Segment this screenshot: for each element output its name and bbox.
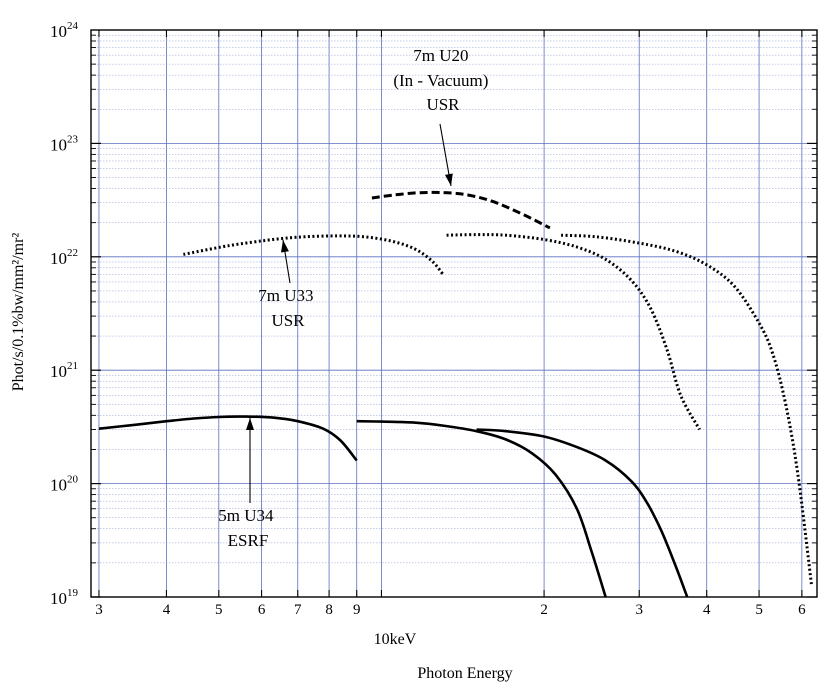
plot-frame [90,29,818,598]
y-tick-label: 1019 [50,587,79,608]
y-tick-label-base: 10 [50,362,67,381]
series-curve-solid-4 [98,415,358,462]
arrow-u33-head [281,240,289,253]
y-tick-label-exponent: 19 [67,587,79,599]
y-tick-label: 1023 [50,133,79,154]
x-tick-label: 2 [540,602,548,618]
annotation-u34-line2: ESRF [228,531,269,550]
x-tick-label: 3 [95,602,103,618]
annotation-arrows [246,123,453,503]
y-tick-label-base: 10 [50,22,67,41]
y-tick-label-exponent: 21 [67,360,78,372]
x-tick-label: 4 [703,602,711,618]
series-curve-dotted-1 [183,234,445,276]
x-tick-label: 7 [294,602,302,618]
y-tick-label-base: 10 [50,476,67,495]
x-tick-label: 8 [325,602,333,618]
annotation-u33-line2: USR [271,311,305,330]
series-curve-dotted-2 [446,233,701,431]
series-curve-solid-5 [356,419,607,598]
y-tick-label-exponent: 24 [67,20,79,32]
annotation-u34: 5m U34 ESRF [218,506,278,550]
x-tick-label: 4 [163,602,171,618]
x-axis-title: Photon Energy [417,665,512,682]
annotation-u20-line1: 7m U20 [413,46,468,65]
y-tick-label: 1024 [50,20,79,41]
series-curve-solid-6 [476,428,689,598]
y-tick-label-exponent: 20 [67,474,79,486]
y-tick-label-base: 10 [50,249,67,268]
arrow-u20-head [445,173,453,186]
y-tick-label-base: 10 [50,135,67,154]
series-curve-dashed-0 [371,190,551,230]
y-tick-label: 1022 [50,247,78,268]
x-tick-label: 6 [258,602,266,618]
y-tick-label-exponent: 22 [67,247,78,259]
annotation-u33-line1: 7m U33 [258,286,313,305]
x-tick-label: 5 [755,602,763,618]
annotation-u20: 7m U20 (In - Vacuum) USR [393,46,492,114]
x-tick-label: 6 [798,602,806,618]
x-tick-label: 3 [635,602,643,618]
series-curve-dotted-3 [561,233,813,585]
y-tick-label-exponent: 23 [67,133,79,145]
x-tick-label: 9 [353,602,361,618]
annotation-u20-line2: (In - Vacuum) [393,71,488,90]
annotation-u20-line3: USR [426,95,460,114]
annotation-u33: 7m U33 USR [258,286,318,330]
x-tick-label: 5 [215,602,223,618]
y-tick-label-base: 10 [50,589,67,608]
x-unit-label: 10keV [374,631,417,648]
annotation-u34-line1: 5m U34 [218,506,274,525]
y-tick-label: 1020 [50,474,79,495]
y-tick-label: 1021 [50,360,78,381]
series-group [98,190,813,598]
y-axis-title: Phot/s/0.1%bw/mm²/mr² [10,233,27,392]
arrow-u34-head [246,418,254,430]
